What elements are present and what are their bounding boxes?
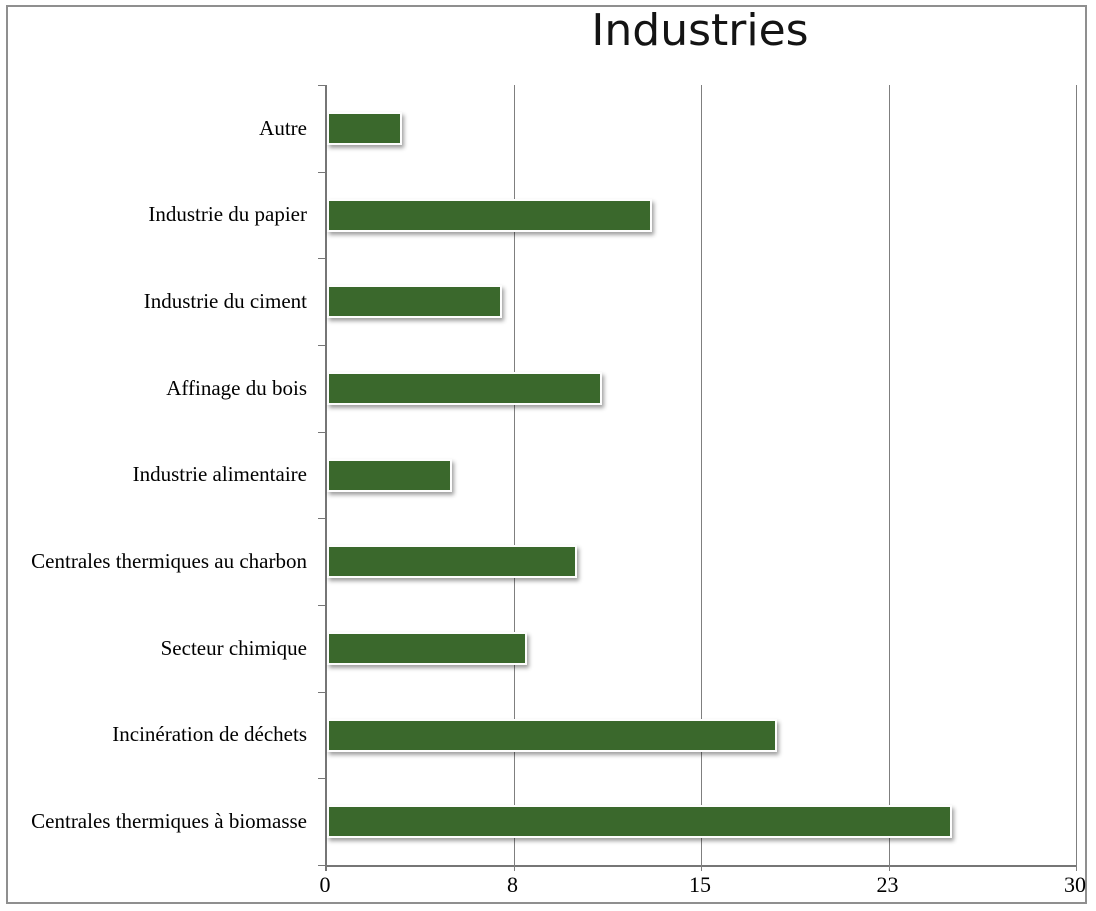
bar (327, 805, 952, 839)
chart-title: Industries (591, 5, 809, 56)
x-tick-label: 15 (689, 872, 711, 897)
bar (327, 718, 777, 752)
category-label: Incinération de déchets (112, 722, 307, 747)
gridline (513, 85, 515, 871)
gridline (1076, 85, 1077, 871)
y-axis-tick (318, 431, 325, 433)
bar (327, 285, 502, 319)
gridline (888, 85, 890, 871)
x-tick-label: 30 (1064, 872, 1086, 897)
y-axis-tick (318, 345, 325, 346)
bar (327, 111, 402, 145)
category-label: Centrales thermiques à biomasse (31, 809, 307, 834)
category-label: Industrie du ciment (143, 289, 307, 314)
chart-frame-border (6, 5, 1087, 904)
plot-area (318, 85, 1077, 871)
y-axis-tick (318, 691, 325, 693)
category-label: Autre (259, 115, 307, 140)
x-tick-label: 23 (876, 872, 899, 897)
gridline (701, 85, 702, 871)
y-axis-tick (318, 171, 325, 173)
bar (327, 545, 577, 579)
y-axis-tick (318, 258, 325, 260)
bar (327, 198, 652, 232)
y-axis-tick (318, 605, 325, 606)
category-label: Centrales thermiques au charbon (31, 549, 307, 574)
category-label: Industrie alimentaire (132, 462, 307, 487)
x-tick-label: 8 (507, 872, 518, 897)
category-label: Affinage du bois (166, 375, 307, 400)
category-label: Secteur chimique (160, 635, 307, 660)
y-axis-tick (318, 518, 325, 520)
bar (327, 371, 602, 405)
y-axis-tick (318, 85, 325, 86)
x-axis-labels: 0 8 15 23 30 (320, 872, 1087, 900)
bar (327, 631, 527, 665)
x-tick-label: 0 (319, 872, 331, 897)
y-axis-tick (318, 865, 325, 866)
y-axis-tick (318, 778, 325, 780)
category-label: Industrie du papier (148, 202, 307, 227)
x-axis-tick (325, 865, 327, 871)
bar (327, 458, 452, 492)
category-labels: Autre Industrie du papier Industrie du cim… (8, 85, 307, 865)
